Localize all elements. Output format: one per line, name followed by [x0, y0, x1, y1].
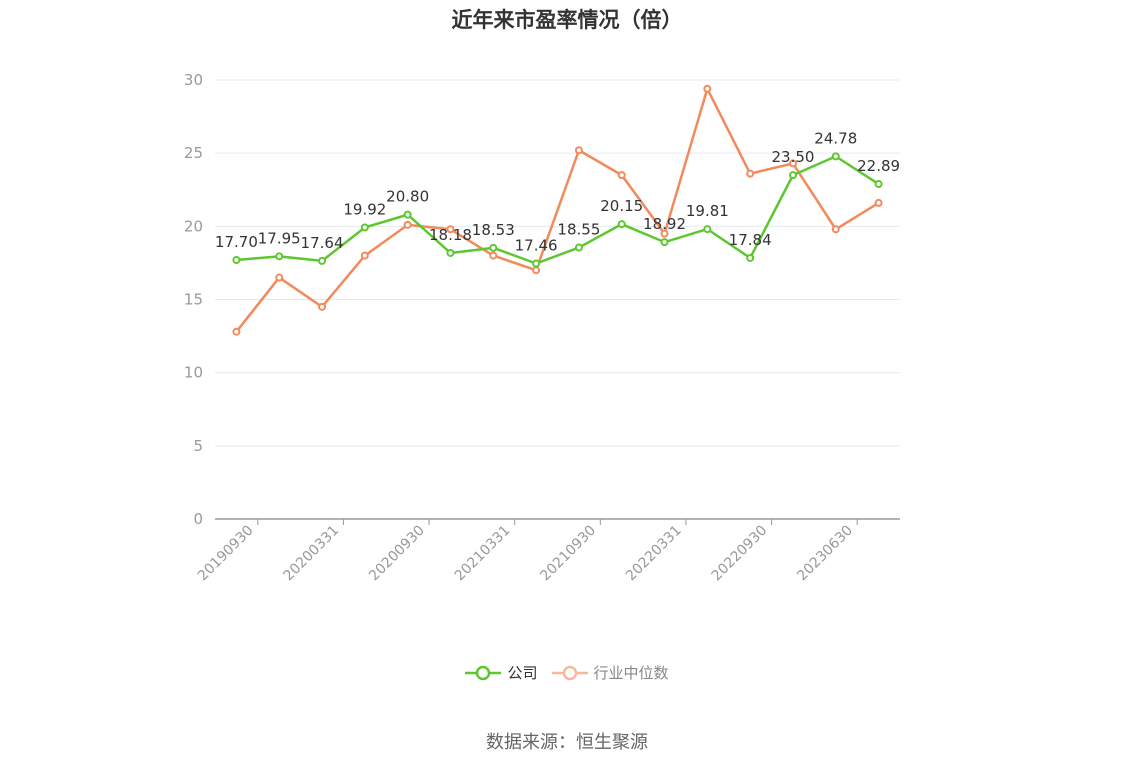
y-tick-label: 5	[193, 437, 203, 455]
data-point	[617, 171, 626, 180]
data-point	[874, 198, 883, 207]
x-tick-label: 20190930	[195, 523, 257, 585]
grid-lines	[215, 79, 900, 447]
legend-item[interactable]: 公司	[465, 662, 538, 683]
data-point	[660, 238, 669, 247]
data-label: 17.95	[258, 229, 301, 247]
data-point	[746, 169, 755, 178]
data-label: 20.80	[386, 188, 429, 206]
data-label: 17.70	[215, 233, 258, 251]
chart-title: 近年来市盈率情况（倍）	[451, 8, 683, 32]
data-label: 24.78	[814, 129, 857, 147]
x-tick-label: 20200930	[366, 523, 428, 585]
data-point	[831, 225, 840, 234]
data-point	[489, 251, 498, 260]
data-point	[489, 243, 498, 252]
data-label: 19.92	[343, 201, 386, 219]
data-point	[746, 253, 755, 262]
data-point	[660, 229, 669, 238]
series-line	[235, 87, 880, 333]
data-source: 数据来源：恒生聚源	[486, 732, 648, 753]
data-point	[788, 159, 797, 168]
data-point	[874, 180, 883, 189]
y-tick-label: 15	[184, 291, 203, 309]
data-point	[617, 220, 626, 229]
data-label: 19.81	[686, 202, 729, 220]
x-tick-label: 20210331	[452, 523, 514, 585]
data-label: 18.53	[472, 221, 515, 239]
data-point	[275, 273, 284, 282]
legend-label: 公司	[507, 664, 538, 682]
data-label: 17.46	[515, 237, 558, 255]
data-label: 18.55	[557, 221, 600, 239]
series-line	[236, 155, 880, 265]
data-point	[275, 252, 284, 261]
y-axis-labels: 0 5 10 15 20 25 30	[184, 71, 203, 528]
x-tick-label: 20200331	[281, 523, 343, 585]
data-point	[446, 225, 455, 234]
data-point	[831, 152, 840, 161]
legend-label: 行业中位数	[593, 664, 669, 682]
data-point	[574, 243, 583, 252]
data-point	[703, 84, 712, 93]
legend-marker-icon	[551, 665, 588, 680]
data-label: 17.64	[301, 234, 344, 252]
x-tick-label: 20220930	[709, 523, 771, 585]
data-label: 18.18	[429, 226, 472, 244]
data-point	[532, 259, 541, 268]
data-label: 18.92	[643, 215, 686, 233]
data-point	[232, 255, 241, 264]
legend-marker-icon	[465, 665, 502, 680]
data-point	[318, 302, 327, 311]
legend: 公司 行业中位数	[0, 662, 1134, 686]
data-point	[403, 210, 412, 219]
data-label: 20.15	[600, 197, 643, 215]
data-label: 17.84	[729, 231, 772, 249]
series-points	[232, 84, 883, 336]
data-point	[360, 251, 369, 260]
data-point	[574, 146, 583, 155]
x-axis: 20190930 20200331 20200930 20210331 20210930…	[195, 518, 900, 585]
x-tick-label: 20220331	[623, 523, 685, 585]
y-tick-label: 25	[184, 144, 203, 162]
x-tick-label: 20230630	[794, 523, 856, 585]
data-label: 23.50	[771, 148, 814, 166]
data-point	[318, 256, 327, 265]
y-tick-label: 10	[184, 364, 203, 382]
legend-item[interactable]: 行业中位数	[551, 662, 669, 683]
data-point	[703, 225, 712, 234]
data-label: 22.89	[857, 157, 900, 175]
data-point	[403, 220, 412, 229]
data-point	[232, 327, 241, 336]
data-point	[446, 248, 455, 257]
y-tick-label: 30	[184, 71, 203, 89]
data-point	[532, 266, 541, 275]
pe-line-chart: 0 5 10 15 20 25 30 20190930 20200331 20200930 202…	[184, 71, 900, 585]
x-tick-label: 20210930	[537, 523, 599, 585]
y-tick-label: 0	[193, 510, 203, 528]
data-point	[360, 223, 369, 232]
data-point	[788, 171, 797, 180]
series-lines	[235, 87, 880, 333]
y-tick-label: 20	[184, 217, 203, 235]
